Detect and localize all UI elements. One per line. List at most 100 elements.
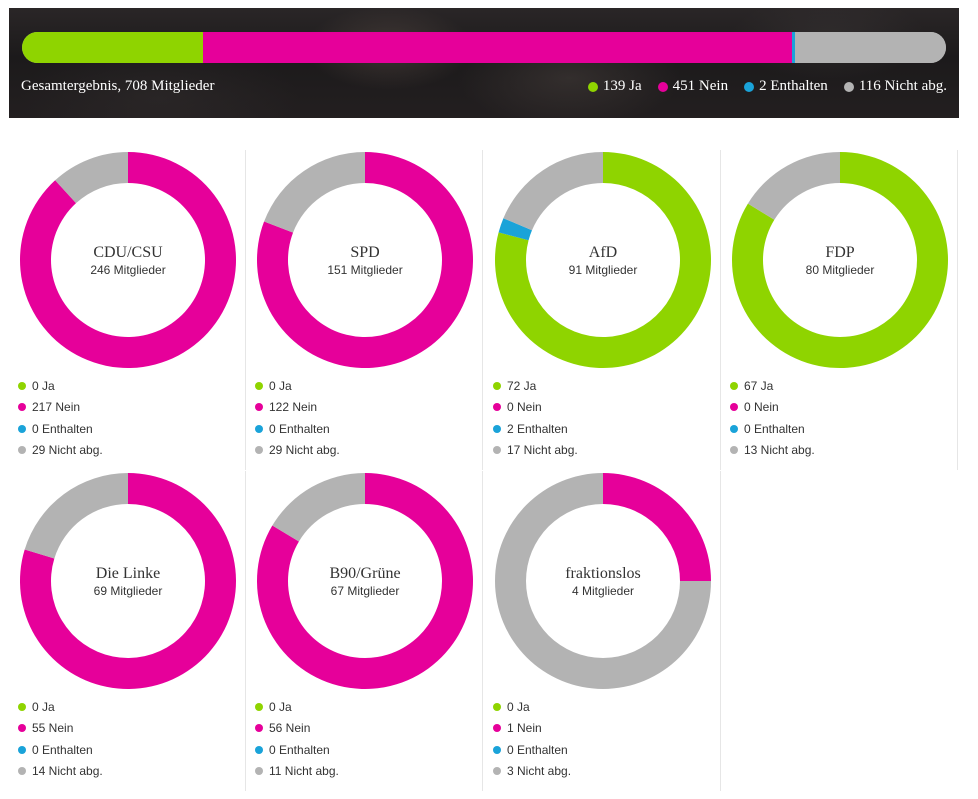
- party-name: SPD: [350, 244, 380, 261]
- ja-dot-icon: [587, 81, 598, 92]
- legend-row-nicht-abg: 17 Nicht abg.: [493, 440, 578, 462]
- ja-dot-icon: [255, 702, 263, 711]
- legend-label-enthalten: 2 Enthalten: [507, 421, 568, 436]
- party-members-count: 4 Mitglieder: [571, 584, 635, 598]
- legend-label-nein: 0 Nein: [744, 400, 779, 415]
- legend-row-nein: 217 Nein: [18, 397, 103, 419]
- donut-slice-die-linke-nicht-abg: [24, 473, 128, 559]
- party-legend: 0 Ja 56 Nein 0 Enthalten 11 Nicht abg.: [255, 696, 339, 782]
- legend-row-nicht-abg: 14 Nicht abg.: [18, 761, 103, 783]
- legend-row-ja: 0 Ja: [255, 696, 339, 718]
- party-members-count: 80 Mitglieder: [805, 263, 875, 277]
- donut-slice-cdu-csu-nicht-abg: [55, 152, 128, 204]
- legend-row-ja: 0 Ja: [18, 696, 103, 718]
- donut-slice-spd-nicht-abg: [264, 152, 365, 233]
- legend-row-nein: 0 Nein: [730, 397, 815, 419]
- donut-center-label: AfD 91 Mitglieder: [493, 150, 713, 370]
- enthalten-dot-icon: [493, 745, 501, 754]
- donut-chart-b90-gr-ne: [257, 473, 473, 689]
- donut-chart-fraktionslos: [495, 473, 711, 689]
- legend-label-nicht-abg: 29 Nicht abg.: [32, 443, 103, 458]
- legend-row-nicht-abg: 13 Nicht abg.: [730, 440, 815, 462]
- donut-chart-afd: [495, 152, 711, 368]
- party-card-spd: SPD 151 Mitglieder 0 Ja 122 Nein 0 Enthalten…: [246, 150, 483, 470]
- legend-row-enthalten: 2 Enthalten: [493, 418, 578, 440]
- total-legend-nicht-abg-label: 116 Nicht abg.: [858, 78, 947, 94]
- legend-row-nicht-abg: 29 Nicht abg.: [255, 440, 340, 462]
- party-members-count: 67 Mitglieder: [330, 584, 400, 598]
- party-card-b90-gr-ne: B90/Grüne 67 Mitglieder 0 Ja 56 Nein 0 Entha…: [246, 471, 483, 791]
- legend-label-ja: 0 Ja: [32, 699, 55, 714]
- total-legend-nein: 451 Nein: [657, 78, 728, 95]
- legend-label-nein: 217 Nein: [32, 400, 81, 415]
- party-members-count: 246 Mitglieder: [90, 263, 166, 277]
- nicht-abg-dot-icon: [255, 767, 263, 776]
- nein-dot-icon: [18, 403, 26, 412]
- legend-label-ja: 0 Ja: [269, 378, 292, 393]
- nicht-abg-dot-icon: [18, 446, 26, 455]
- donut-center-label: CDU/CSU 246 Mitglieder: [18, 150, 238, 370]
- total-legend-enthalten: 2 Enthalten: [744, 78, 828, 95]
- total-legend-enthalten-label: 2 Enthalten: [759, 78, 828, 94]
- legend-label-ja: 0 Ja: [269, 699, 292, 714]
- nein-dot-icon: [255, 403, 263, 412]
- total-legend-ja: 139 Ja: [587, 78, 642, 95]
- donut-center-label: SPD 151 Mitglieder: [255, 150, 475, 370]
- legend-label-nein: 0 Nein: [507, 400, 542, 415]
- party-name: fraktionslos: [565, 565, 641, 582]
- party-card-die-linke: Die Linke 69 Mitglieder 0 Ja 55 Nein 0 Entha…: [9, 471, 246, 791]
- legend-row-nein: 1 Nein: [493, 718, 571, 740]
- total-bar-enthalten-segment: [791, 32, 795, 63]
- party-name: FDP: [825, 244, 855, 261]
- nicht-abg-dot-icon: [493, 767, 501, 776]
- total-bar-nicht-abg-segment: [794, 32, 946, 63]
- party-members-count: 91 Mitglieder: [568, 263, 638, 277]
- legend-row-enthalten: 0 Enthalten: [730, 418, 815, 440]
- party-name: B90/Grüne: [329, 565, 401, 582]
- legend-row-nicht-abg: 11 Nicht abg.: [255, 761, 339, 783]
- donut-chart-cdu-csu: [19, 152, 237, 368]
- legend-label-enthalten: 0 Enthalten: [32, 421, 93, 436]
- donut-center-label: FDP 80 Mitglieder: [730, 150, 950, 370]
- enthalten-dot-icon: [18, 745, 26, 754]
- nicht-abg-dot-icon: [493, 446, 501, 455]
- total-result-label: Gesamtergebnis, 708 Mitglieder: [21, 78, 215, 94]
- enthalten-dot-icon: [255, 424, 263, 433]
- legend-label-enthalten: 0 Enthalten: [269, 421, 330, 436]
- legend-label-nicht-abg: 13 Nicht abg.: [744, 443, 815, 458]
- nicht-abg-dot-icon: [255, 446, 263, 455]
- donut-center-label: Die Linke 69 Mitglieder: [18, 471, 238, 691]
- legend-label-nicht-abg: 11 Nicht abg.: [269, 764, 339, 779]
- ja-dot-icon: [18, 381, 26, 390]
- party-name: CDU/CSU: [93, 244, 163, 261]
- legend-row-enthalten: 0 Enthalten: [493, 739, 571, 761]
- party-legend: 67 Ja 0 Nein 0 Enthalten 13 Nicht abg.: [730, 375, 815, 461]
- ja-dot-icon: [730, 381, 738, 390]
- donut-slice-afd-nicht-abg: [503, 152, 603, 231]
- nein-dot-icon: [493, 724, 501, 733]
- party-card-fdp: FDP 80 Mitglieder 67 Ja 0 Nein 0 Enthalten 13…: [721, 150, 958, 470]
- donut-slice-b90-gr-ne-nicht-abg: [272, 473, 365, 542]
- legend-row-enthalten: 0 Enthalten: [255, 739, 339, 761]
- party-legend: 72 Ja 0 Nein 2 Enthalten 17 Nicht abg.: [493, 375, 578, 461]
- donut-chart-fdp: [732, 152, 948, 368]
- legend-row-nein: 56 Nein: [255, 718, 339, 740]
- legend-label-nicht-abg: 3 Nicht abg.: [507, 764, 572, 779]
- legend-row-nein: 0 Nein: [493, 397, 578, 419]
- legend-row-nicht-abg: 29 Nicht abg.: [18, 440, 103, 462]
- nein-dot-icon: [657, 81, 668, 92]
- legend-label-nicht-abg: 29 Nicht abg.: [269, 443, 340, 458]
- legend-label-nicht-abg: 14 Nicht abg.: [32, 764, 103, 779]
- legend-label-nein: 55 Nein: [32, 721, 74, 736]
- total-result-bar: [22, 32, 946, 63]
- party-members-count: 69 Mitglieder: [93, 584, 163, 598]
- party-legend: 0 Ja 1 Nein 0 Enthalten 3 Nicht abg.: [493, 696, 571, 782]
- legend-row-ja: 67 Ja: [730, 375, 815, 397]
- total-legend: 139 Ja 451 Nein 2 Enthalten 116 Nicht ab…: [587, 78, 947, 95]
- party-legend: 0 Ja 55 Nein 0 Enthalten 14 Nicht abg.: [18, 696, 103, 782]
- party-legend: 0 Ja 122 Nein 0 Enthalten 29 Nicht abg.: [255, 375, 340, 461]
- legend-row-enthalten: 0 Enthalten: [18, 418, 103, 440]
- enthalten-dot-icon: [255, 745, 263, 754]
- legend-row-nein: 55 Nein: [18, 718, 103, 740]
- donut-chart-die-linke: [19, 473, 237, 689]
